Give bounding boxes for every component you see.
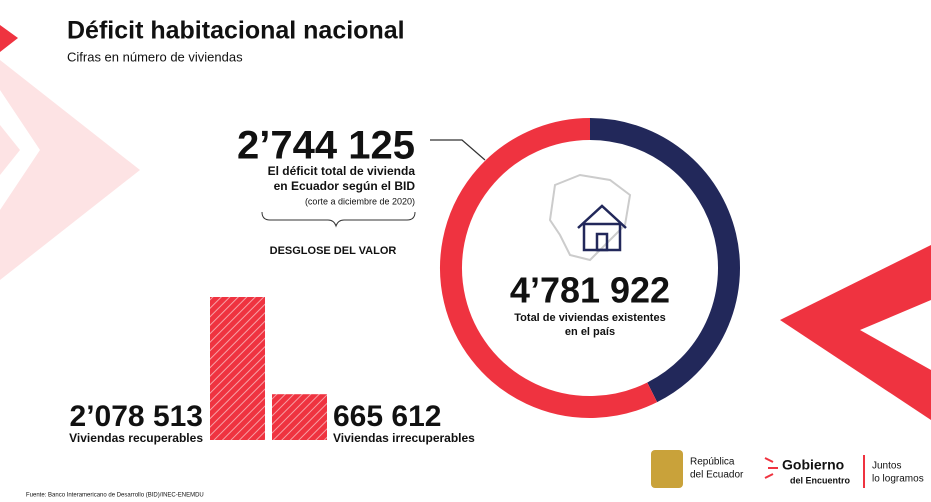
logo-text: del Ecuador xyxy=(690,470,744,481)
bar-value: 665 612 xyxy=(333,400,441,433)
chevron-right-cut xyxy=(860,300,931,370)
title: Déficit habitacional nacional xyxy=(67,17,405,45)
logo-text: Gobierno xyxy=(782,457,844,473)
logo-mark xyxy=(764,457,778,479)
bar xyxy=(210,297,265,440)
bar-value: 2’078 513 xyxy=(70,400,203,433)
deficit-note: (corte a diciembre de 2020) xyxy=(305,196,415,206)
logo-text: Juntos xyxy=(872,461,901,472)
donut-rest xyxy=(589,118,740,403)
chevron-right xyxy=(780,245,931,420)
chevron-left-cut xyxy=(0,90,40,210)
bar-label: Viviendas irrecuperables xyxy=(333,431,475,445)
logo-text: del Encuentro xyxy=(790,475,851,485)
bar-label: Viviendas recuperables xyxy=(69,431,203,445)
logo-text: lo logramos xyxy=(872,474,924,485)
subtitle: Cifras en número de viviendas xyxy=(67,49,243,64)
house-icon xyxy=(577,204,627,252)
map-icon xyxy=(548,173,632,262)
leader-line xyxy=(430,139,486,161)
total-value: 4’781 922 xyxy=(510,270,670,311)
deficit-caption: en Ecuador según el BID xyxy=(274,179,416,193)
donut-deficit xyxy=(440,118,658,418)
coat-of-arms xyxy=(651,450,683,488)
deficit-value: 2’744 125 xyxy=(237,124,415,168)
deficit-caption: El déficit total de vivienda xyxy=(268,164,416,178)
breakdown-title: DESGLOSE DEL VALOR xyxy=(270,245,397,257)
bar xyxy=(272,394,327,440)
source: Fuente: Banco Interamericano de Desarrol… xyxy=(26,493,204,499)
chevron-top xyxy=(0,25,18,52)
total-caption: en el país xyxy=(565,326,615,338)
chevron-left xyxy=(0,60,140,280)
logo-text: República xyxy=(690,457,735,468)
total-caption: Total de viviendas existentes xyxy=(514,312,665,324)
brace xyxy=(261,211,416,228)
